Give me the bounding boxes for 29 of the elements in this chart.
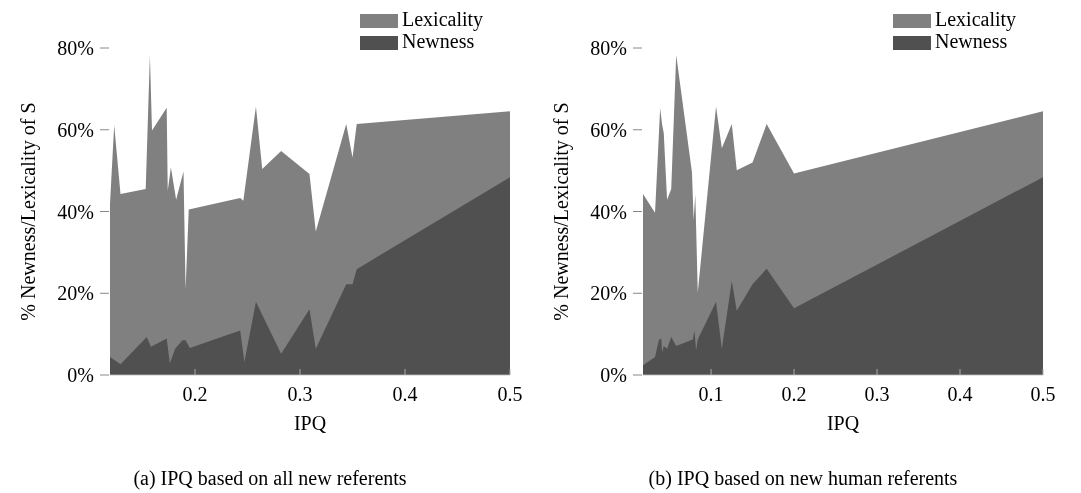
y-tick-label: 60% bbox=[57, 118, 94, 141]
x-tick-label: 0.2 bbox=[182, 383, 208, 405]
x-tick-label: 0.3 bbox=[287, 383, 313, 405]
y-tick-label: 0% bbox=[599, 364, 627, 386]
y-axis-title: % Newness/Lexicality of S bbox=[549, 102, 573, 321]
x-axis-title: IPQ bbox=[826, 412, 860, 434]
x-tick-label: 0.4 bbox=[392, 383, 418, 405]
legend-label: Newness bbox=[402, 30, 475, 52]
x-tick-label: 0.5 bbox=[497, 383, 523, 405]
x-tick-label: 0.1 bbox=[698, 383, 724, 405]
y-tick-label: 80% bbox=[57, 37, 94, 59]
legend-label: Lexicality bbox=[934, 8, 1016, 31]
x-axis-title: IPQ bbox=[293, 412, 327, 434]
y-tick-label: 40% bbox=[57, 200, 94, 223]
x-tick-label: 0.4 bbox=[947, 383, 973, 405]
y-tick-label: 60% bbox=[589, 118, 627, 141]
legend-label: Lexicality bbox=[402, 8, 484, 31]
legend-label: Newness bbox=[934, 30, 1007, 52]
y-axis-title: % Newness/Lexicality of S bbox=[17, 102, 40, 321]
y-tick-label: 80% bbox=[589, 37, 627, 59]
text: (b) IPQ based on new human referents bbox=[648, 467, 958, 490]
y-tick-label: 20% bbox=[57, 282, 94, 305]
text: (a) IPQ based on all new referents bbox=[133, 467, 407, 490]
x-tick-label: 0.5 bbox=[1030, 383, 1055, 405]
y-tick-label: 20% bbox=[589, 282, 627, 305]
y-tick-label: 40% bbox=[589, 200, 627, 223]
y-tick-label: 0% bbox=[67, 364, 94, 386]
x-tick-label: 0.3 bbox=[864, 383, 890, 405]
x-tick-label: 0.2 bbox=[781, 383, 807, 405]
